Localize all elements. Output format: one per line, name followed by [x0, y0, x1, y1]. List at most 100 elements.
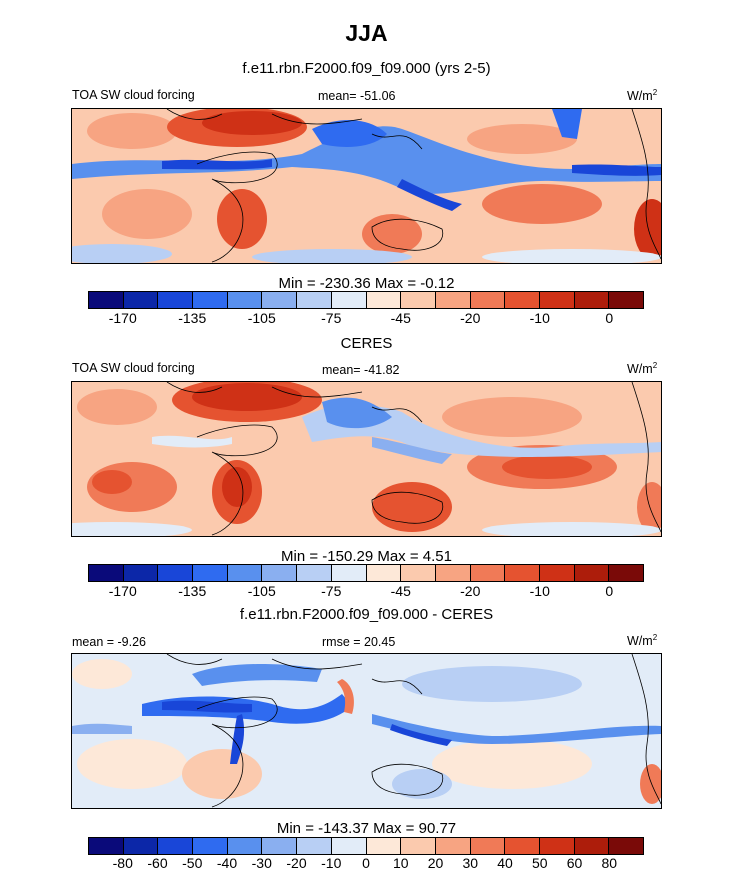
colorbar-swatch: [401, 838, 436, 854]
colorbar-tick-label: -170: [108, 583, 137, 599]
colorbar-tick-label: -75: [321, 583, 342, 599]
colorbar-tick-label: -105: [247, 583, 276, 599]
panel3-mean-label: mean = -9.26: [72, 635, 147, 649]
colorbar-tick-label: -50: [182, 855, 203, 871]
colorbar-swatch: [505, 565, 540, 581]
colorbar-tick-label: -20: [460, 310, 481, 326]
colorbar-tick-label: -135: [178, 310, 207, 326]
colorbar-swatch: [89, 292, 124, 308]
colorbar-swatch: [123, 838, 159, 854]
colorbar-swatch: [574, 292, 610, 308]
colorbar-swatch: [401, 565, 436, 581]
colorbar-tick-label: 20: [427, 855, 444, 871]
panel2-mean-label: mean= -41.82: [322, 363, 400, 377]
colorbar-swatch: [366, 838, 402, 854]
panel1-mean-label: mean= -51.06: [318, 89, 396, 103]
colorbar-swatch: [609, 838, 643, 854]
colorbar-swatch: [123, 565, 159, 581]
colorbar-swatch: [435, 838, 471, 854]
colorbar-tick-label: 50: [531, 855, 548, 871]
colorbar-swatch: [366, 292, 402, 308]
colorbar-tick-label: -135: [178, 583, 207, 599]
colorbar-swatch: [158, 838, 194, 854]
colorbar-tick-label: -170: [108, 310, 137, 326]
colorbar-swatch: [331, 838, 367, 854]
colorbar-tick-label: -60: [147, 855, 168, 871]
colorbar-tick-label: -45: [390, 583, 411, 599]
colorbar-swatch: [609, 292, 643, 308]
colorbar-tick-label: -10: [529, 583, 550, 599]
colorbar-tick-label: -80: [112, 855, 133, 871]
panel2-variable-label: TOA SW cloud forcing: [72, 361, 195, 375]
colorbar-tick-label: 80: [601, 855, 618, 871]
panel1-map-svg: [72, 109, 661, 263]
colorbar-swatch: [227, 292, 263, 308]
colorbar-swatch: [193, 838, 228, 854]
colorbar-tick-label: -45: [390, 310, 411, 326]
colorbar-swatch: [193, 292, 228, 308]
colorbar-swatch: [401, 292, 436, 308]
panel3-minmax-label: Min = -143.37 Max = 90.77: [276, 820, 457, 837]
colorbar-swatch: [297, 565, 332, 581]
colorbar-swatch: [609, 565, 643, 581]
panel1-title: f.e11.rbn.F2000.f09_f09.000 (yrs 2-5): [242, 60, 491, 77]
colorbar-swatch: [539, 838, 575, 854]
colorbar-tick-label: -20: [460, 583, 481, 599]
colorbar-swatch: [262, 565, 298, 581]
colorbar-swatch: [331, 565, 367, 581]
colorbar-swatch: [158, 565, 194, 581]
colorbar-swatch: [331, 292, 367, 308]
colorbar-tick-label: 0: [605, 583, 614, 599]
colorbar-swatch: [574, 838, 610, 854]
panel2-colorbar: [88, 564, 644, 582]
colorbar-swatch: [89, 565, 124, 581]
panel1-units-label: W/m2: [627, 88, 658, 104]
colorbar-swatch: [89, 838, 124, 854]
colorbar-swatch: [297, 292, 332, 308]
panel1-variable-label: TOA SW cloud forcing: [72, 88, 195, 102]
colorbar-tick-label: 10: [392, 855, 409, 871]
colorbar-swatch: [505, 838, 540, 854]
colorbar-swatch: [435, 292, 471, 308]
colorbar-swatch: [539, 565, 575, 581]
colorbar-swatch: [297, 838, 332, 854]
figure-title: JJA: [345, 20, 388, 46]
colorbar-swatch: [505, 292, 540, 308]
colorbar-tick-label: -75: [321, 310, 342, 326]
colorbar-swatch: [470, 565, 506, 581]
panel3-units-label: W/m2: [627, 633, 658, 649]
colorbar-tick-label: -105: [247, 310, 276, 326]
colorbar-tick-label: -10: [529, 310, 550, 326]
colorbar-tick-label: -20: [286, 855, 307, 871]
panel3-rmse-label: rmse = 20.45: [322, 635, 396, 649]
panel1-map: [71, 108, 662, 264]
colorbar-swatch: [193, 565, 228, 581]
colorbar-swatch: [227, 565, 263, 581]
panel2-map-svg: [72, 382, 661, 536]
colorbar-tick-label: 0: [605, 310, 614, 326]
colorbar-swatch: [123, 292, 159, 308]
panel3-map: [71, 653, 662, 809]
panel3-title: f.e11.rbn.F2000.f09_f09.000 - CERES: [239, 606, 494, 623]
colorbar-swatch: [539, 292, 575, 308]
panel3-map-svg: [72, 654, 661, 808]
panel2-minmax-label: Min = -150.29 Max = 4.51: [281, 548, 452, 565]
panel1-colorbar: [88, 291, 644, 309]
colorbar-tick-label: 60: [566, 855, 583, 871]
colorbar-tick-label: -10: [321, 855, 342, 871]
colorbar-swatch: [574, 565, 610, 581]
colorbar-tick-label: -30: [251, 855, 272, 871]
colorbar-swatch: [227, 838, 263, 854]
colorbar-tick-label: 40: [497, 855, 513, 871]
colorbar-swatch: [262, 838, 298, 854]
panel3-colorbar: [88, 837, 644, 855]
colorbar-tick-label: -40: [216, 855, 238, 871]
panel2-map: [71, 381, 662, 537]
colorbar-swatch: [470, 292, 506, 308]
colorbar-swatch: [262, 292, 298, 308]
colorbar-swatch: [158, 292, 194, 308]
colorbar-tick-label: 30: [462, 855, 479, 871]
panel2-title: CERES: [340, 335, 393, 352]
colorbar-swatch: [366, 565, 402, 581]
colorbar-tick-label: 0: [362, 855, 370, 871]
